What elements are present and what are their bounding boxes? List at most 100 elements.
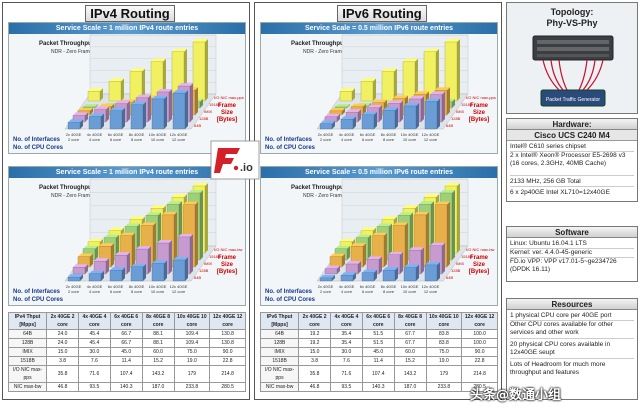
bar [403,105,417,130]
res-line: 1 physical CPU core per 40GE port [510,312,634,321]
resources-panel: Resources 1 physical CPU core per 40GE p… [506,298,638,400]
bar [319,123,333,130]
bar-top [388,100,403,104]
sw-line: Linux: Ubuntu 16.04.1 LTS [510,240,634,249]
table-cell: 93.5 [77,382,111,392]
table-cell: 22.8 [209,356,246,366]
series-label: 64B [194,123,201,128]
bar-side [122,267,125,281]
tick-label: 6x 40GE [360,284,376,289]
bar-top [424,194,439,198]
bar-side [442,242,445,274]
logo-text: .io [240,162,253,174]
tick-label: 10x 40GE [401,284,419,289]
tick-label: 8 core [131,137,143,142]
bar [130,266,144,282]
table-cell: 3.8 [298,356,331,366]
bar-top [362,111,377,115]
bar-top [403,58,418,62]
chart-title: Packet Throughput [Gbps] [39,185,115,191]
ipv6-table: IPv6 Thput [Mpps] 2x 40GE 2 core 4x 40GE 4… [259,312,498,392]
bar-top [325,113,340,117]
tick-label: 2x 40GE [66,132,82,137]
bar-side [169,88,172,122]
bar-side [363,243,366,267]
chart-subtitle: NDR - Zero Frame Loss [303,193,357,199]
bar-side [85,112,88,122]
table-cell: 90.0 [461,347,498,357]
table-cell: 19.2 [298,329,331,339]
bar-side [174,211,177,267]
bar-top [110,107,125,111]
ipv4-mpps-scale: Service Scale = 1 million IPv4 route ent… [9,23,245,34]
tick-label: 12 core [172,137,186,142]
table-header-cell: 8x 40GE 8 core [141,312,175,330]
bar-top [188,190,203,193]
table-cell: 130.8 [209,338,246,348]
bar-top [152,260,167,264]
frame-size-label: [Bytes] [217,269,237,275]
bar-top [330,107,345,111]
table-cell: 179 [173,365,211,383]
table-row: 64B 24.0 45.4 66.7 88.1 109.4 130.8 [7,329,246,339]
table-cell: 187.0 [393,382,427,392]
chart-title: Packet Throughput [Mpps] [291,41,367,47]
bar-side [80,274,83,281]
bar [109,110,123,130]
table-cell: 35.4 [329,338,363,348]
table-cell: 83.8 [425,329,463,339]
table-cell: 67.7 [393,338,427,348]
hardware-model: Cisco UCS C240 M4 [507,130,637,141]
table-cell: 107.4 [109,365,143,383]
ipv6-title: IPv6 Routing [337,5,427,22]
bar-top [414,91,429,95]
series-label: 64B [194,275,201,280]
table-row-header: I/O NIC max-pps [7,365,48,383]
table-header-cell: 12x 40GE 12 core [209,312,246,330]
table-cell: 35.8 [298,365,331,383]
bar [88,273,102,282]
bar-side [358,109,361,122]
bar-side [347,245,350,260]
cores-label: No. of CPU Cores [13,297,64,303]
bar-top [409,95,424,99]
bar [339,91,353,102]
ipv4-mpps-svg: Packet Throughput [Mpps] NDR - Zero Frame… [13,34,244,151]
bar-top [409,247,424,251]
bar-side [106,106,109,122]
table-cell: 67.7 [393,329,427,339]
table-cell: 93.5 [329,382,363,392]
bar-top [361,78,376,82]
bar-top [88,88,103,92]
series-label: 64B [446,123,453,128]
bar-top [183,201,198,205]
bar-side [111,243,114,267]
bar-side [442,91,445,122]
table-cell: 100.0 [461,338,498,348]
bar-top [151,205,166,209]
table-cell: 15.2 [141,356,175,366]
bar-top [414,211,429,215]
hardware-title: Hardware: [507,119,637,130]
bar-top [83,103,98,107]
bar-side [205,39,208,101]
bar-side [342,253,345,267]
table-header-cell: 2x 40GE 2 core [298,312,331,330]
table-cell: 88.1 [141,329,175,339]
bar-top [430,91,445,95]
table-row-header: 128B [259,338,300,348]
bar-side [368,234,371,260]
tick-label: 2 core [320,137,332,142]
bar-top [178,233,193,237]
bar-side [337,265,340,274]
bar-top [393,95,408,99]
bar-top [172,194,187,198]
tick-label: 4 core [89,289,101,294]
series-label: 1518B [209,254,221,259]
bar [109,270,123,282]
table-cell: 179 [425,365,463,383]
chart-subtitle: NDR - Zero Frame Loss [303,49,357,55]
bar-side [347,103,350,108]
series-label: IMIX [204,109,213,114]
table-cell: 75.0 [173,347,211,357]
